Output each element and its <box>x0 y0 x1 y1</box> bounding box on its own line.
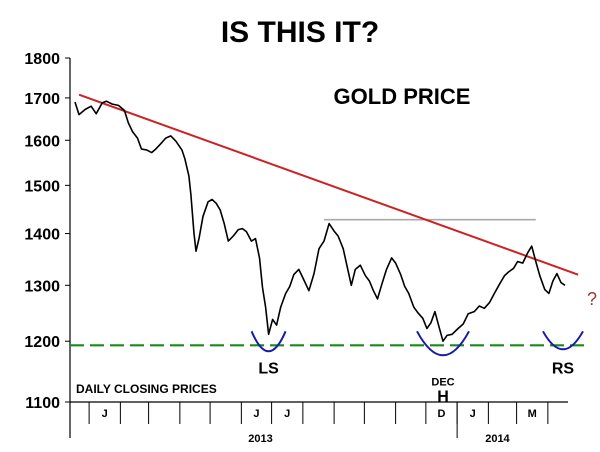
x-year-label: 2014 <box>485 433 510 445</box>
y-tick-label: 1100 <box>25 395 60 412</box>
x-month-label: D <box>438 408 446 420</box>
pattern-label: H <box>437 388 449 405</box>
y-tick-label: 1800 <box>24 51 60 68</box>
x-month-label: M <box>528 408 537 420</box>
x-month-label: J <box>253 408 259 420</box>
chart-note: DAILY CLOSING PRICES <box>76 382 217 396</box>
question-mark: ? <box>587 289 597 309</box>
annotations <box>70 93 590 347</box>
pattern-arc <box>250 330 287 353</box>
x-month-label: J <box>284 408 290 420</box>
y-axis: 1100 1200 1300 1400 1500 1600 1700 1800 <box>24 51 71 412</box>
price-line <box>74 100 566 342</box>
x-month-label: J <box>102 408 108 420</box>
chart-title: IS THIS IT? <box>221 16 379 49</box>
series-layer <box>74 100 566 342</box>
pattern-label: RS <box>552 360 575 377</box>
pattern-arc <box>416 330 470 357</box>
y-tick-label: 1700 <box>24 91 60 108</box>
downtrend-line <box>78 93 579 276</box>
y-tick-label: 1500 <box>24 178 60 195</box>
x-month-label: J <box>470 408 476 420</box>
y-tick-label: 1400 <box>24 227 60 244</box>
y-tick-label: 1300 <box>24 278 60 295</box>
chart-label: GOLD PRICE <box>334 84 471 109</box>
y-tick-label: 1600 <box>24 133 60 150</box>
y-tick-label: 1200 <box>24 334 60 351</box>
pattern-arc <box>542 330 584 351</box>
pattern-label: LS <box>258 360 279 377</box>
x-axis: J J J D J M 2013 2014 <box>69 401 568 445</box>
pattern-sub-label: DEC <box>431 376 454 388</box>
x-year-label: 2013 <box>248 433 272 445</box>
